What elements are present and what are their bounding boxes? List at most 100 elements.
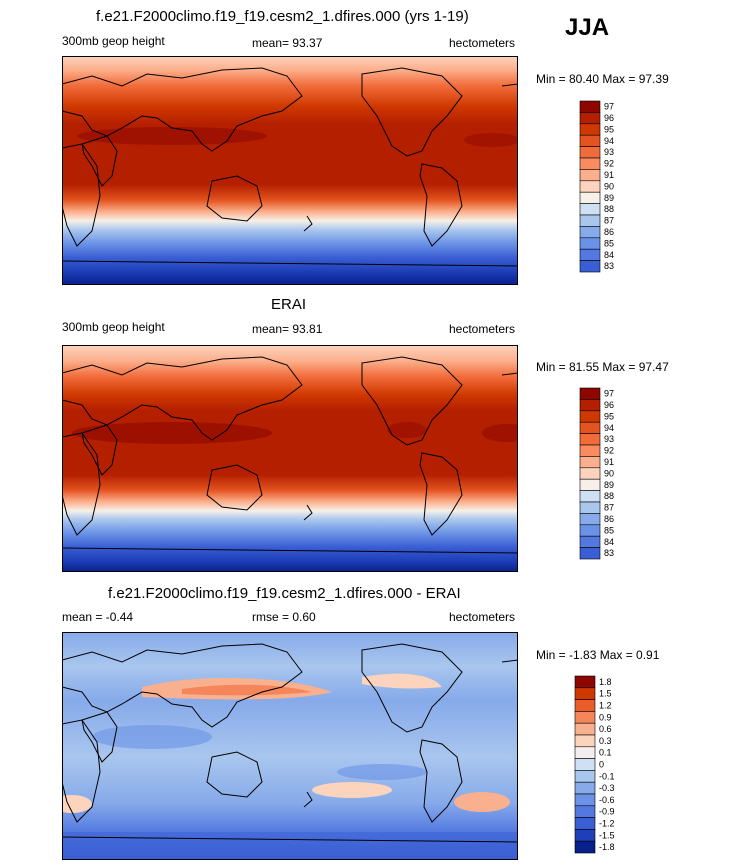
panel-2-colorbar-tick-label-11: 86 [604,514,614,524]
panel-3-colorbar-tick-label-4: 0.6 [599,724,612,734]
panel-2-colorbar-swatch-5 [579,444,601,457]
panel-3-colorbar-swatch-12 [574,817,596,830]
panel-1-colorbar-swatch-9 [579,203,601,216]
panel-3-units-label: hectometers [449,610,516,624]
panel-2-colorbar-swatch-6 [579,456,601,469]
panel-3-colorbar-tick-label-3: 0.9 [599,712,612,722]
panel-1-variable-label: 300mb geop height [62,34,165,48]
panel-3-colorbar-tick-label-8: -0.1 [599,771,615,781]
panel-3-negative-antarctic [62,832,518,860]
panel-1-colorbar-tick-label-13: 84 [604,250,614,260]
panel-2-colorbar-swatch-13 [579,535,601,548]
season-label: JJA [565,14,610,41]
panel-3-colorbar-swatch-3 [574,711,596,724]
panel-1-colorbar-tick-label-2: 95 [604,124,614,134]
panel-3-colorbar-swatch-6 [574,746,596,759]
panel-3-map-svg [62,632,518,860]
panel-3-positive-nam [362,673,442,689]
panel-3-colorbar-tick-label-5: 0.3 [599,736,612,746]
panel-1-max-region [77,127,267,145]
panel-3-colorbar-tick-label-1: 1.5 [599,689,612,699]
panel-1-colorbar-tick-label-0: 97 [604,102,614,112]
panel-3-colorbar-tick-label-6: 0.1 [599,748,612,758]
panel-3-negative-trop [92,725,212,749]
panel-3-colorbar: 1.8 1.5 1.2 0.9 0.6 0.3 0.1 0 -0.1 -0.3 -0.6 -0.9 -1… [574,675,615,855]
panel-2-colorbar-tick-label-9: 88 [604,491,614,501]
panel-1-colorbar: 97 96 95 94 93 92 91 90 89 88 87 86 85 84 83 [579,100,620,274]
panel-3-colorbar-tick-label-13: -1.5 [599,830,615,840]
panel-1-colorbar-tick-label-6: 91 [604,170,614,180]
panel-1-colorbar-tick-label-12: 85 [604,238,614,248]
panel-3-frame [62,632,518,860]
panel-3-colorbar-swatch-7 [574,758,596,771]
panel-2-colorbar-tick-label-14: 83 [604,548,614,558]
panel-1-colorbar-swatch-10 [579,214,601,227]
panel-3-negative-sub [337,764,427,780]
panel-3-colorbar-swatch-13 [574,829,596,842]
panel-3-map [62,632,518,860]
panel-2-colorbar-tick-label-8: 89 [604,480,614,490]
panel-2-frame [62,345,518,572]
panel-1-colorbar-tick-label-8: 89 [604,193,614,203]
panel-2-map-svg [62,345,518,572]
panel-1-colorbar-tick-label-4: 93 [604,147,614,157]
panel-1-colorbar-swatch-0 [579,100,601,113]
panel-2-colorbar-tick-label-0: 97 [604,389,614,399]
panel-1-colorbar-tick-label-5: 92 [604,159,614,169]
panel-2-colorbar-tick-label-7: 90 [604,468,614,478]
panel-3-positive-sh-west [62,795,92,813]
panel-2-colorbar-tick-label-1: 96 [604,400,614,410]
panel-2-minmax-label: Min = 81.55 Max = 97.47 [536,360,669,374]
panel-1-colorbar-swatch-5 [579,157,601,170]
panel-2-colorbar-tick-label-4: 93 [604,434,614,444]
panel-1-colorbar-swatch-11 [579,226,601,239]
panel-3-colorbar-swatch-0 [574,675,596,689]
panel-3-title: f.e21.F2000climo.f19_f19.cesm2_1.dfires.… [108,585,461,602]
panel-2-mean-label: mean= 93.81 [252,322,323,336]
panel-3-colorbar-tick-label-0: 1.8 [599,677,612,687]
panel-3-colorbar-svg: 1.81.51.20.90.60.30.10-0.1-0.3-0.6-0.9-1… [574,675,615,854]
panel-3-colorbar-swatch-5 [574,734,596,748]
panel-3-colorbar-tick-label-11: -0.9 [599,807,615,817]
panel-2-colorbar-tick-label-5: 92 [604,446,614,456]
panel-1-mean-label: mean= 93.37 [252,36,323,50]
panel-2-colorbar-swatch-11 [579,513,601,526]
panel-2-map [62,345,518,572]
panel-1-colorbar-swatch-14 [579,260,601,273]
panel-1-colorbar-tick-label-9: 88 [604,204,614,214]
panel-2-title: ERAI [271,296,307,313]
panel-2-variable-label: 300mb geop height [62,320,165,334]
panel-2-colorbar-tick-label-3: 94 [604,423,614,433]
panel-1-colorbar-swatch-7 [579,180,601,193]
panel-2-colorbar-swatch-12 [579,524,601,537]
panel-2-field [62,345,518,572]
panel-1-field [62,56,518,285]
panel-1-colorbar-tick-label-7: 90 [604,181,614,191]
panel-2-colorbar-swatch-14 [579,547,601,560]
panel-3-colorbar-swatch-14 [574,840,596,854]
panel-1-colorbar-swatch-1 [579,112,601,125]
panel-3-colorbar-swatch-2 [574,699,596,712]
panel-3-colorbar-tick-label-2: 1.2 [599,700,612,710]
panel-3-colorbar-swatch-4 [574,722,596,736]
panel-3-colorbar-tick-label-10: -0.6 [599,795,615,805]
panel-2-colorbar-tick-label-13: 84 [604,537,614,547]
panel-2-colorbar-swatch-9 [579,490,601,503]
panel-1-colorbar-tick-label-1: 96 [604,113,614,123]
panel-2-coastlines [62,356,518,554]
panel-1-frame [62,56,518,285]
panel-1-map [62,56,518,285]
panel-1-units-label: hectometers [449,36,516,50]
panel-2-colorbar-swatch-7 [579,467,601,480]
panel-3-coastlines [62,643,518,843]
panel-1-map-svg [62,56,518,285]
panel-2-max-region-mid [387,422,427,438]
panel-1-minmax-label: Min = 80.40 Max = 97.39 [536,72,669,86]
panel-2-max-region [72,422,272,444]
panel-3-colorbar-swatch-1 [574,687,596,700]
panel-1-title: f.e21.F2000climo.f19_f19.cesm2_1.dfires.… [96,8,469,25]
panel-3-positive-sh-east [454,792,510,812]
panel-3-colorbar-tick-label-9: -0.3 [599,783,615,793]
panel-2-colorbar-tick-label-2: 95 [604,411,614,421]
